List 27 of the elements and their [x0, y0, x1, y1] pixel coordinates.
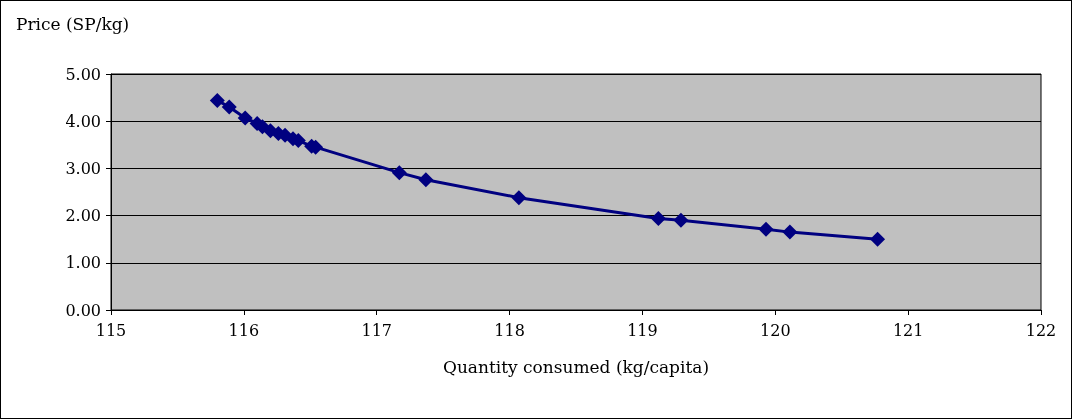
- y-axis-title: Price (SP/kg): [16, 13, 130, 34]
- y-tick-label: 3.00: [65, 158, 101, 178]
- point: [870, 231, 886, 247]
- point: [221, 99, 237, 115]
- y-tick-label: 2.00: [65, 206, 101, 226]
- point: [511, 190, 527, 206]
- point: [237, 110, 253, 126]
- point: [209, 92, 225, 108]
- point: [650, 210, 666, 226]
- x-axis-title: Quantity consumed (kg/capita): [442, 356, 710, 377]
- x-tick-label: 116: [228, 320, 260, 340]
- x-tick-label: 119: [627, 320, 658, 340]
- point: [673, 212, 689, 228]
- x-tick-label: 122: [1025, 320, 1057, 340]
- point: [758, 221, 774, 237]
- x-tick-label: 121: [892, 320, 924, 340]
- point: [418, 172, 434, 188]
- x-tick-label: 120: [760, 320, 791, 340]
- x-tick-label: 117: [361, 320, 392, 340]
- y-tick-label: 0.00: [65, 300, 101, 320]
- point: [782, 224, 798, 240]
- point: [391, 165, 407, 181]
- x-tick-label: 118: [494, 320, 525, 340]
- x-tick-label: 115: [95, 320, 127, 340]
- y-tick-label: 5.00: [65, 64, 101, 84]
- y-tick-label: 4.00: [65, 111, 101, 131]
- y-tick-label: 1.00: [65, 253, 101, 273]
